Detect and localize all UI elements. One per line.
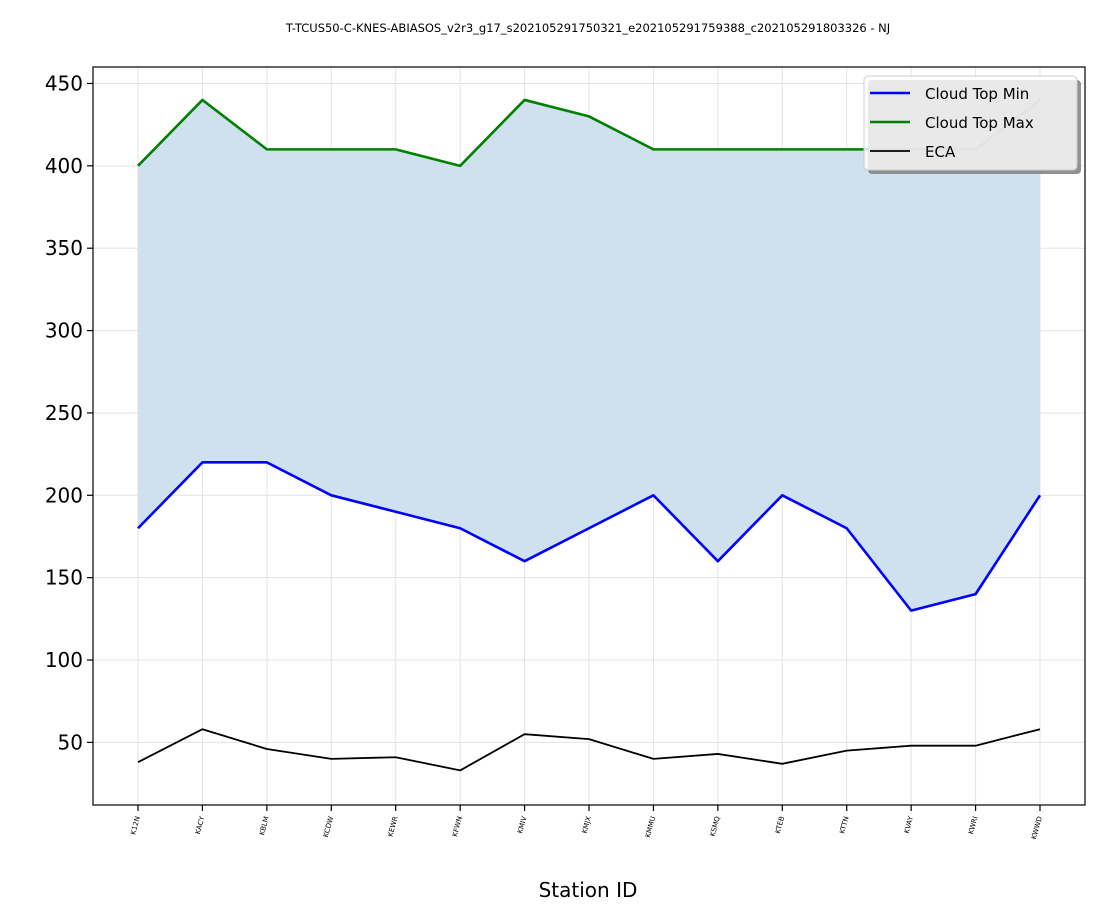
legend-label-eca: ECA [925,143,956,161]
x-tick-label: KWWD [1030,815,1044,840]
fill-between-area [138,99,1040,611]
x-tick-label: KMIV [516,815,528,834]
x-tick-label: KVAY [903,815,915,835]
x-tick-label: KTTN [838,815,850,834]
legend-label-cloud-top-max: Cloud Top Max [925,114,1034,132]
y-axis: 50 100 150 200 250 300 350 400 450 [45,71,93,754]
y-tick-label: 400 [45,154,83,178]
y-tick-label: 350 [45,236,83,260]
x-tick-label: KEWR [387,815,400,837]
y-tick-label: 150 [45,566,83,590]
x-axis: K12N KACY KBLM KCDW KEWR KFWN KMIV KMJX KMMU KSMQ… [129,805,1044,840]
y-tick-label: 450 [45,71,83,95]
legend-label-cloud-top-min: Cloud Top Min [925,85,1029,103]
x-tick-label: KACY [194,815,207,835]
fill-between-polygon [138,99,1040,611]
y-tick-label: 100 [45,648,83,672]
x-tick-label: KBLM [258,815,271,836]
x-tick-label: KTEB [774,815,786,834]
legend: Cloud Top Min Cloud Top Max ECA [863,75,1081,174]
x-tick-label: KMMU [644,815,657,838]
x-tick-label: KFWN [451,815,464,837]
x-tick-label: KSMQ [709,815,722,837]
y-tick-label: 50 [58,730,83,754]
chart-title: T-TCUS50-C-KNES-ABIASOS_v2r3_g17_s202105… [285,21,890,35]
y-tick-label: 300 [45,319,83,343]
x-tick-label: KMJX [581,815,593,834]
x-tick-label: K12N [129,815,142,835]
x-axis-label: Station ID [539,878,638,902]
y-tick-label: 250 [45,401,83,425]
y-tick-label: 200 [45,483,83,507]
x-tick-label: KWRI [967,815,979,835]
legend-box [863,75,1078,171]
x-tick-label: KCDW [322,815,335,838]
